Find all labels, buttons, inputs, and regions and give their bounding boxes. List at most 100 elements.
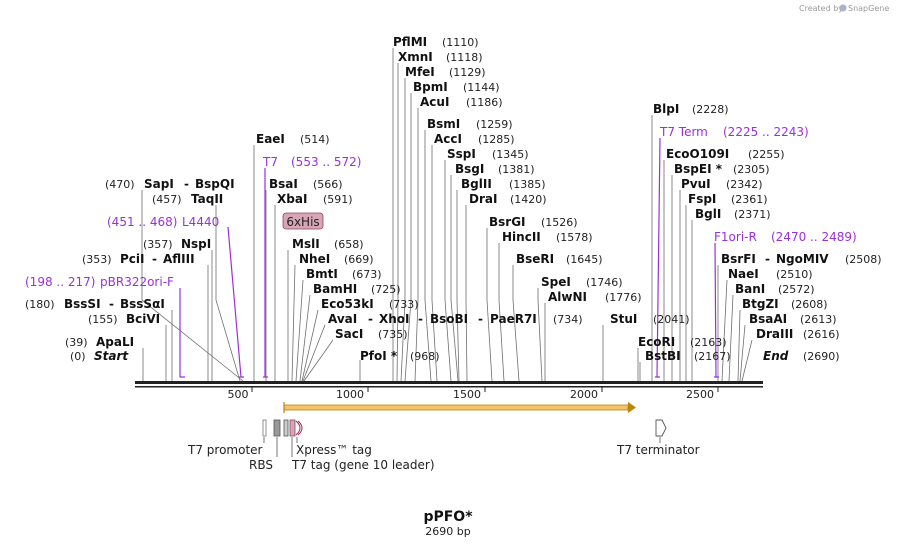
site-name-bsai[interactable]: BsaI xyxy=(269,177,298,191)
site-pos-pflmi: (1110) xyxy=(442,36,479,49)
site-pos-pvui: (2342) xyxy=(726,178,763,191)
tick-label-500: 500 xyxy=(228,388,249,401)
site-name-sspi[interactable]: SspI xyxy=(447,147,476,161)
plasmid-title: pPFO* xyxy=(423,509,473,525)
site-name-afliii[interactable]: AflIII xyxy=(163,252,195,266)
t7-terminator-feature[interactable] xyxy=(655,419,667,437)
site-name-nhei[interactable]: NheI xyxy=(299,252,330,266)
site-name-mfei[interactable]: MfeI xyxy=(405,65,435,79)
t7-tag-feature[interactable] xyxy=(283,419,289,437)
site-name-bsmi[interactable]: BsmI xyxy=(427,117,460,131)
site-name-xbai[interactable]: XbaI xyxy=(277,192,307,206)
site-pos-msli: (658) xyxy=(334,238,364,251)
site-name-stui[interactable]: StuI xyxy=(610,312,637,326)
site-name-xmni[interactable]: XmnI xyxy=(398,50,433,64)
primer-name-f1ori-r[interactable]: F1ori-R xyxy=(714,230,757,244)
site-pos-nspi: (357) xyxy=(143,238,173,251)
site-name-ecori[interactable]: EcoRI xyxy=(638,335,675,349)
primer-name-l4440[interactable]: L4440 xyxy=(182,215,219,229)
site-name-bsssai[interactable]: BssSαI xyxy=(120,297,165,311)
axis-ticks xyxy=(251,386,719,392)
site-name-ngomiv[interactable]: NgoMIV xyxy=(776,252,829,266)
site-name-bmti[interactable]: BmtI xyxy=(306,267,338,281)
site-name-naei[interactable]: NaeI xyxy=(728,267,759,281)
primer-range-pbr322ori-f: (198 .. 217) xyxy=(25,275,95,289)
site-name-pflmi[interactable]: PflMI xyxy=(393,35,427,49)
site-pos-bsrgi: (1526) xyxy=(541,216,578,229)
site-name-paer7i[interactable]: PaeR7I xyxy=(490,312,537,326)
map-end-position: (2690) xyxy=(803,350,840,363)
site-pos-naei: (2510) xyxy=(776,268,813,281)
map-start-label: Start xyxy=(94,349,129,363)
site-name-acui[interactable]: AcuI xyxy=(420,95,449,109)
tick-label-2000: 2000 xyxy=(570,388,598,401)
site-name-msli[interactable]: MslI xyxy=(292,237,320,251)
site-name-bglii[interactable]: BglII xyxy=(461,177,492,191)
site-name-eco53ki[interactable]: Eco53kI xyxy=(321,297,374,311)
site-name-bsrfi[interactable]: BsrFI xyxy=(721,252,756,266)
site-pos-pfoi: (968) xyxy=(410,350,440,363)
site-name-draiii[interactable]: DraIII xyxy=(756,327,793,341)
site-name-ecoo109i[interactable]: EcoO109I xyxy=(666,147,729,161)
tick-label-1000: 1000 xyxy=(336,388,364,401)
primer-name-pbr322ori-f[interactable]: pBR322ori-F xyxy=(100,275,174,289)
site-name-bseri[interactable]: BseRI xyxy=(516,252,554,266)
site-name-alwni[interactable]: AlwNI xyxy=(548,290,587,304)
site-name-bsobi[interactable]: BsoBI xyxy=(430,312,468,326)
t7-promoter-feature[interactable] xyxy=(262,419,267,437)
site-name-hincii[interactable]: HincII xyxy=(502,230,541,244)
site-name-bspei[interactable]: BspEI * xyxy=(674,162,723,176)
site-name-bspqi[interactable]: BspQI xyxy=(195,177,235,191)
site-name-taqii[interactable]: TaqII xyxy=(191,192,223,206)
site-name-bsrgi[interactable]: BsrGI xyxy=(489,215,526,229)
plasmid-length: 2690 bp xyxy=(425,525,470,538)
site-name-eaei[interactable]: EaeI xyxy=(256,132,285,146)
site-pos-eaei: (514) xyxy=(300,133,330,146)
primer-name-t7-term[interactable]: T7 Term xyxy=(659,125,708,139)
site-pos-saci: (735) xyxy=(378,328,408,341)
site-name-bsssi[interactable]: BssSI xyxy=(64,297,101,311)
site-name-bani[interactable]: BanI xyxy=(735,282,765,296)
his-tag-box[interactable]: 6xHis xyxy=(282,212,324,230)
site-name-apali[interactable]: ApaLI xyxy=(96,335,134,349)
site-pos-bmti: (673) xyxy=(352,268,382,281)
site-name-bpmi[interactable]: BpmI xyxy=(413,80,448,94)
site-name-fspi[interactable]: FspI xyxy=(688,192,716,206)
site-name-sapi[interactable]: SapI xyxy=(144,177,174,191)
map-end-label: End xyxy=(763,349,789,363)
site-name-bamhi[interactable]: BamHI xyxy=(313,282,357,296)
site-pos-bsssi: (180) xyxy=(25,298,55,311)
his-tag-feature[interactable] xyxy=(289,419,296,437)
xpress-tag-feature[interactable] xyxy=(295,420,303,436)
site-pos-acci: (1285) xyxy=(478,133,515,146)
site-name-bstbi[interactable]: BstBI xyxy=(645,349,681,363)
site-pos-sspi: (1345) xyxy=(492,148,529,161)
site-name-nspi[interactable]: NspI xyxy=(181,237,211,251)
site-name-bcivi[interactable]: BciVI xyxy=(126,312,160,326)
site-name-saci[interactable]: SacI xyxy=(335,327,363,341)
site-name-btgzi[interactable]: BtgZI xyxy=(742,297,779,311)
site-pos-bseri: (1645) xyxy=(566,253,603,266)
site-name-xhoi[interactable]: XhoI xyxy=(379,312,410,326)
site-name-drai[interactable]: DraI xyxy=(469,192,497,206)
site-name-pvui[interactable]: PvuI xyxy=(681,177,711,191)
snapgene-logo-icon xyxy=(839,4,847,12)
site-name-bsgi[interactable]: BsgI xyxy=(455,162,484,176)
feature-label-t7-tag: T7 tag (gene 10 leader) xyxy=(291,458,435,472)
rbs-feature[interactable] xyxy=(273,419,281,437)
site-name-acci[interactable]: AccI xyxy=(434,132,462,146)
site-name-pfoi[interactable]: PfoI * xyxy=(360,349,398,363)
primer-name-t7[interactable]: T7 xyxy=(262,155,278,169)
feature-leader-lines xyxy=(263,437,661,457)
site-name-pcii[interactable]: PciI xyxy=(120,252,145,266)
orf-arrow[interactable] xyxy=(283,402,636,413)
site-name-bsaai[interactable]: BsaAI xyxy=(749,312,787,326)
site-name-bgli[interactable]: BglI xyxy=(695,207,721,221)
sequence-backbone xyxy=(135,381,763,388)
site-name-spei[interactable]: SpeI xyxy=(541,275,571,289)
feature-label-t7-terminator: T7 terminator xyxy=(616,443,700,457)
brand-name: SnapGene xyxy=(848,4,889,13)
site-name-avai[interactable]: AvaI xyxy=(328,312,357,326)
site-pos-xmni: (1118) xyxy=(446,51,483,64)
site-name-blpi[interactable]: BlpI xyxy=(653,102,679,116)
